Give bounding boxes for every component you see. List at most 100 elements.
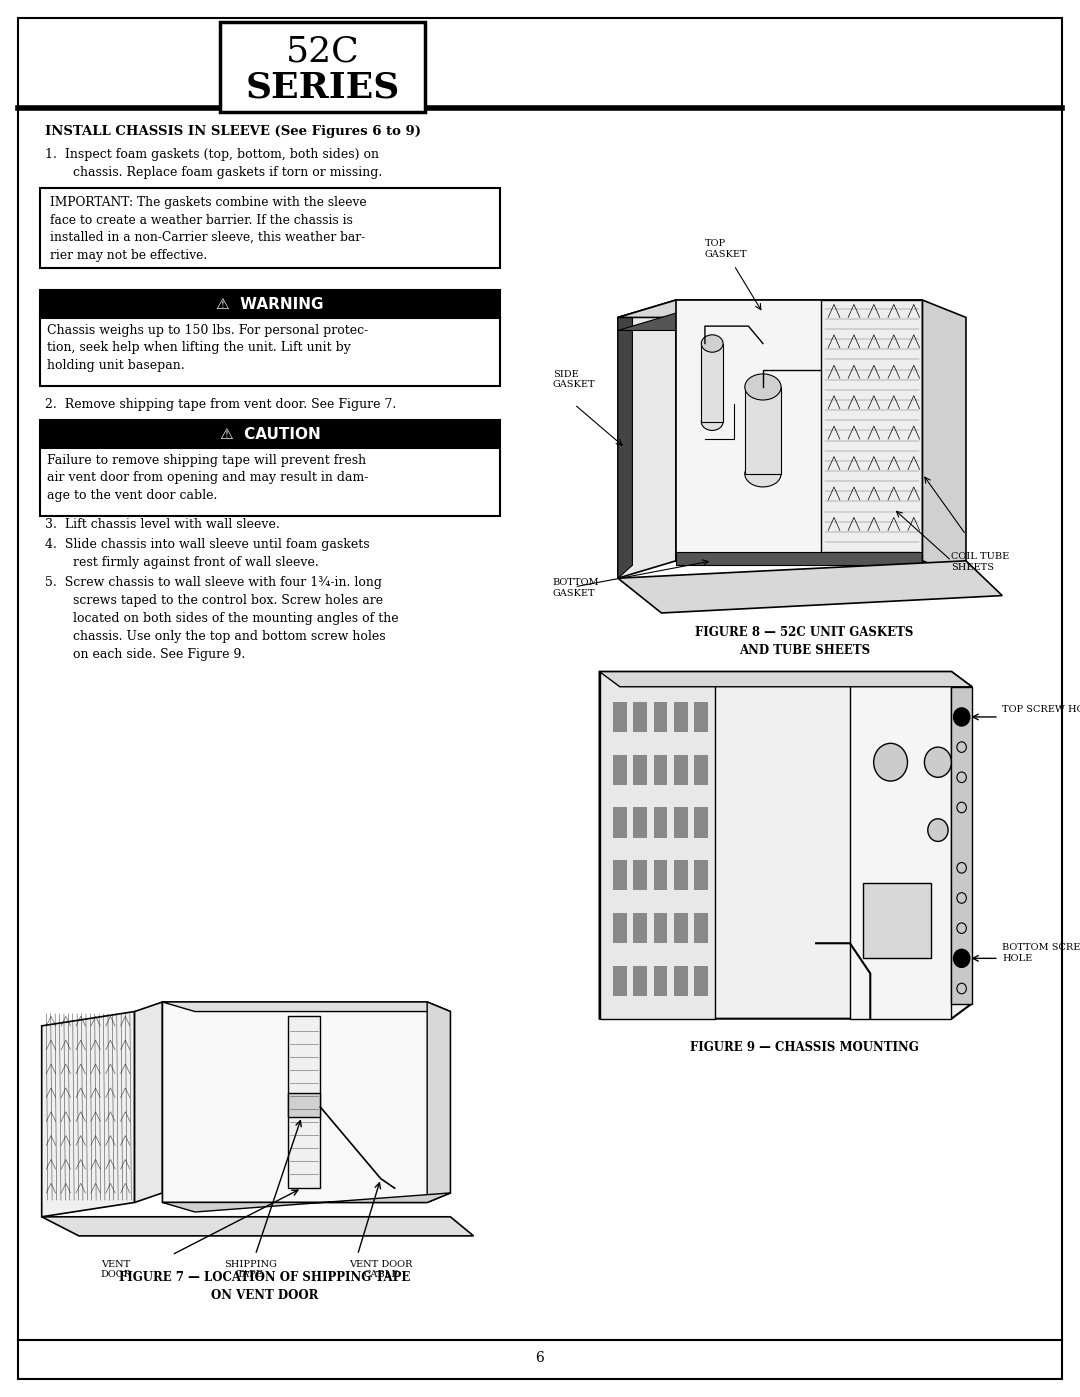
- Bar: [40, 448, 500, 515]
- Text: FIGURE 8 — 52C UNIT GASKETS
AND TUBE SHEETS: FIGURE 8 — 52C UNIT GASKETS AND TUBE SHE…: [696, 626, 914, 657]
- Bar: [864, 883, 931, 958]
- Text: COIL TUBE
SHEETS: COIL TUBE SHEETS: [951, 552, 1010, 571]
- Text: on each side. See Figure 9.: on each side. See Figure 9.: [73, 648, 245, 661]
- Polygon shape: [922, 300, 966, 578]
- Bar: [220, 22, 426, 112]
- Text: IMPORTANT: The gaskets combine with the sleeve
face to create a weather barrier.: IMPORTANT: The gaskets combine with the …: [50, 196, 366, 261]
- Text: BOTTOM SCREW
HOLE: BOTTOM SCREW HOLE: [1002, 943, 1080, 963]
- Bar: [653, 701, 667, 732]
- Text: VENT DOOR
CABLE: VENT DOOR CABLE: [349, 1260, 413, 1280]
- Circle shape: [954, 950, 970, 967]
- Bar: [653, 754, 667, 785]
- Text: located on both sides of the mounting angles of the: located on both sides of the mounting an…: [73, 612, 399, 624]
- Ellipse shape: [745, 374, 781, 400]
- Bar: [674, 807, 688, 838]
- Polygon shape: [162, 1002, 450, 1203]
- Ellipse shape: [928, 819, 948, 841]
- Bar: [694, 861, 707, 890]
- Polygon shape: [676, 552, 922, 566]
- Bar: [745, 387, 781, 474]
- Text: VENT
DOOR: VENT DOOR: [100, 1260, 132, 1280]
- Bar: [694, 807, 707, 838]
- Polygon shape: [618, 313, 922, 331]
- Text: SERIES: SERIES: [245, 70, 400, 103]
- Bar: [653, 861, 667, 890]
- Text: chassis. Use only the top and bottom screw holes: chassis. Use only the top and bottom scr…: [73, 630, 386, 643]
- Text: INSTALL CHASSIS IN SLEEVE (See Figures 6 to 9): INSTALL CHASSIS IN SLEEVE (See Figures 6…: [45, 124, 421, 138]
- Text: Failure to remove shipping tape will prevent fresh
air vent door from opening an: Failure to remove shipping tape will pre…: [48, 454, 368, 502]
- Polygon shape: [599, 672, 972, 687]
- Circle shape: [954, 708, 970, 726]
- Text: ⚠  CAUTION: ⚠ CAUTION: [219, 426, 321, 441]
- Text: FIGURE 9 — CHASSIS MOUNTING: FIGURE 9 — CHASSIS MOUNTING: [690, 1041, 919, 1053]
- Polygon shape: [599, 672, 972, 1018]
- Polygon shape: [599, 672, 715, 1018]
- Text: 4.  Slide chassis into wall sleeve until foam gaskets: 4. Slide chassis into wall sleeve until …: [45, 538, 369, 550]
- Polygon shape: [42, 1217, 473, 1236]
- Polygon shape: [428, 1002, 450, 1203]
- Bar: [40, 420, 500, 448]
- Bar: [613, 965, 626, 996]
- Bar: [613, 701, 626, 732]
- Polygon shape: [951, 687, 972, 1003]
- Bar: [40, 319, 500, 386]
- Text: ⚠  WARNING: ⚠ WARNING: [216, 296, 324, 312]
- Polygon shape: [821, 300, 922, 560]
- Text: TOP SCREW HOLE: TOP SCREW HOLE: [1002, 705, 1080, 714]
- Bar: [653, 965, 667, 996]
- Polygon shape: [135, 1002, 162, 1203]
- Bar: [633, 807, 647, 838]
- Bar: [674, 861, 688, 890]
- Text: 6: 6: [536, 1351, 544, 1365]
- Bar: [40, 189, 500, 268]
- Text: SIDE
GASKET: SIDE GASKET: [553, 370, 595, 388]
- Bar: [674, 965, 688, 996]
- Bar: [613, 807, 626, 838]
- Text: 1.  Inspect foam gaskets (top, bottom, both sides) on: 1. Inspect foam gaskets (top, bottom, bo…: [45, 148, 379, 161]
- Bar: [674, 701, 688, 732]
- Polygon shape: [618, 300, 676, 578]
- Polygon shape: [618, 560, 1002, 613]
- Bar: [653, 914, 667, 943]
- Text: TOP
GASKET: TOP GASKET: [705, 239, 747, 258]
- Bar: [653, 807, 667, 838]
- Text: SHIPPING
TAPE: SHIPPING TAPE: [225, 1260, 278, 1280]
- Bar: [613, 861, 626, 890]
- Polygon shape: [162, 1193, 450, 1213]
- Text: 2.  Remove shipping tape from vent door. See Figure 7.: 2. Remove shipping tape from vent door. …: [45, 398, 396, 411]
- Bar: [674, 914, 688, 943]
- Bar: [701, 344, 724, 422]
- Ellipse shape: [701, 335, 724, 352]
- Bar: [613, 754, 626, 785]
- Text: chassis. Replace foam gaskets if torn or missing.: chassis. Replace foam gaskets if torn or…: [73, 166, 382, 179]
- Bar: [633, 701, 647, 732]
- Polygon shape: [287, 1017, 321, 1187]
- Text: 52C: 52C: [285, 35, 360, 68]
- Text: 5.  Screw chassis to wall sleeve with four 1¾-in. long: 5. Screw chassis to wall sleeve with fou…: [45, 576, 382, 590]
- Polygon shape: [42, 1011, 135, 1217]
- Text: 3.  Lift chassis level with wall sleeve.: 3. Lift chassis level with wall sleeve.: [45, 518, 280, 531]
- Bar: [694, 914, 707, 943]
- Polygon shape: [162, 1002, 450, 1011]
- Ellipse shape: [745, 461, 781, 488]
- Ellipse shape: [924, 747, 951, 777]
- Bar: [40, 291, 500, 319]
- Bar: [674, 754, 688, 785]
- Text: Chassis weighs up to 150 lbs. For personal protec-
tion, seek help when lifting : Chassis weighs up to 150 lbs. For person…: [48, 324, 368, 372]
- Text: rest firmly against front of wall sleeve.: rest firmly against front of wall sleeve…: [73, 556, 319, 569]
- Polygon shape: [618, 300, 922, 317]
- Ellipse shape: [701, 414, 724, 430]
- Bar: [633, 754, 647, 785]
- Bar: [287, 1092, 321, 1116]
- Bar: [633, 861, 647, 890]
- Bar: [633, 965, 647, 996]
- Bar: [694, 701, 707, 732]
- Text: screws taped to the control box. Screw holes are: screws taped to the control box. Screw h…: [73, 594, 383, 608]
- Text: FIGURE 7 — LOCATION OF SHIPPING TAPE
ON VENT DOOR: FIGURE 7 — LOCATION OF SHIPPING TAPE ON …: [119, 1271, 410, 1302]
- Ellipse shape: [874, 743, 907, 781]
- Bar: [613, 914, 626, 943]
- Bar: [694, 965, 707, 996]
- Bar: [694, 754, 707, 785]
- Bar: [633, 914, 647, 943]
- Polygon shape: [618, 313, 633, 578]
